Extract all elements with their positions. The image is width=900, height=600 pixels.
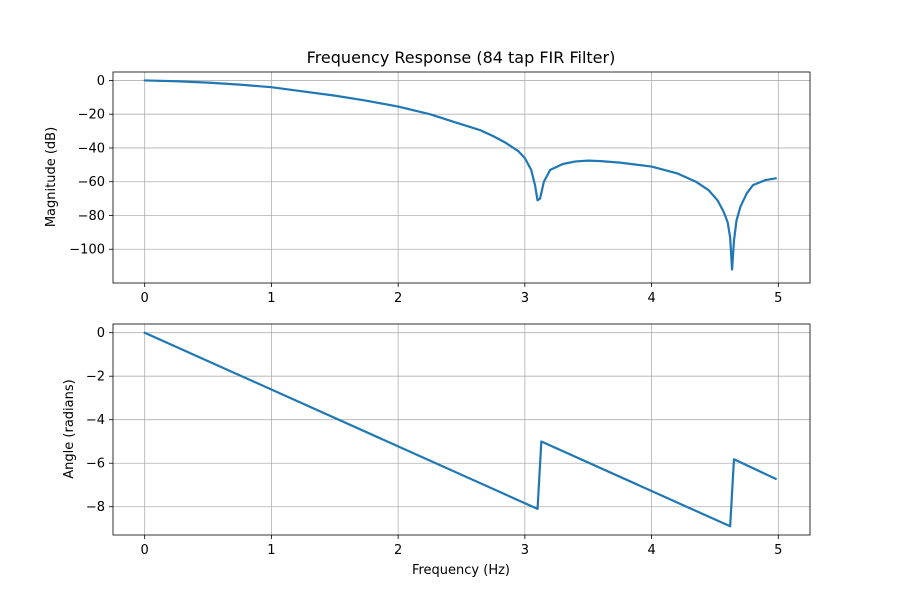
chart-title: Frequency Response (84 tap FIR Filter) [307, 48, 616, 67]
magnitude-y-tick-label: −40 [78, 141, 105, 156]
phase-x-tick-label: 2 [394, 543, 402, 558]
phase-x-tick-label: 3 [521, 543, 529, 558]
magnitude-axes-frame [112, 71, 811, 284]
magnitude-plot-area [143, 79, 777, 271]
magnitude-x-tick-label: 4 [647, 291, 655, 306]
magnitude-y-axis-label: Magnitude (dB) [44, 127, 59, 227]
phase-x-tick-label: 1 [267, 543, 275, 558]
phase-ticks: 0 1 2 3 4 5 0 −2 −4 −6 −8 [86, 326, 783, 558]
magnitude-x-tick-label: 0 [141, 291, 149, 306]
magnitude-y-tick-label: −80 [78, 209, 105, 224]
magnitude-grid [113, 72, 810, 283]
phase-y-tick-label: −4 [86, 413, 105, 428]
phase-series-line [143, 331, 777, 528]
magnitude-y-tick-label: −100 [69, 243, 105, 258]
magnitude-x-tick-label: 2 [394, 291, 402, 306]
phase-x-tick-label: 5 [774, 543, 782, 558]
phase-y-axis-label: Angle (radians) [62, 379, 77, 478]
phase-x-tick-label: 0 [141, 543, 149, 558]
magnitude-x-tick-label: 1 [267, 291, 275, 306]
magnitude-subplot: Frequency Response (84 tap FIR Filter) 0… [44, 48, 811, 306]
magnitude-series-line [143, 79, 777, 271]
magnitude-y-tick-label: 0 [97, 74, 105, 89]
phase-y-tick-label: −2 [86, 370, 105, 385]
phase-y-tick-label: −8 [86, 500, 105, 515]
phase-x-tick-label: 4 [647, 543, 655, 558]
phase-y-tick-label: −6 [86, 457, 105, 472]
phase-subplot: 0 1 2 3 4 5 0 −2 −4 −6 −8 Angle (radians) Frequenc… [62, 323, 811, 578]
magnitude-ticks: 0 1 2 3 4 5 0 −20 −40 −60 −80 −100 [69, 74, 782, 306]
magnitude-x-tick-label: 3 [521, 291, 529, 306]
magnitude-x-tick-label: 5 [774, 291, 782, 306]
magnitude-y-tick-label: −60 [78, 175, 105, 190]
phase-axes-frame [112, 323, 811, 536]
phase-y-tick-label: 0 [97, 326, 105, 341]
phase-x-axis-label: Frequency (Hz) [412, 563, 510, 578]
magnitude-y-tick-label: −20 [78, 108, 105, 123]
phase-grid [113, 324, 810, 535]
phase-plot-area [143, 331, 777, 528]
